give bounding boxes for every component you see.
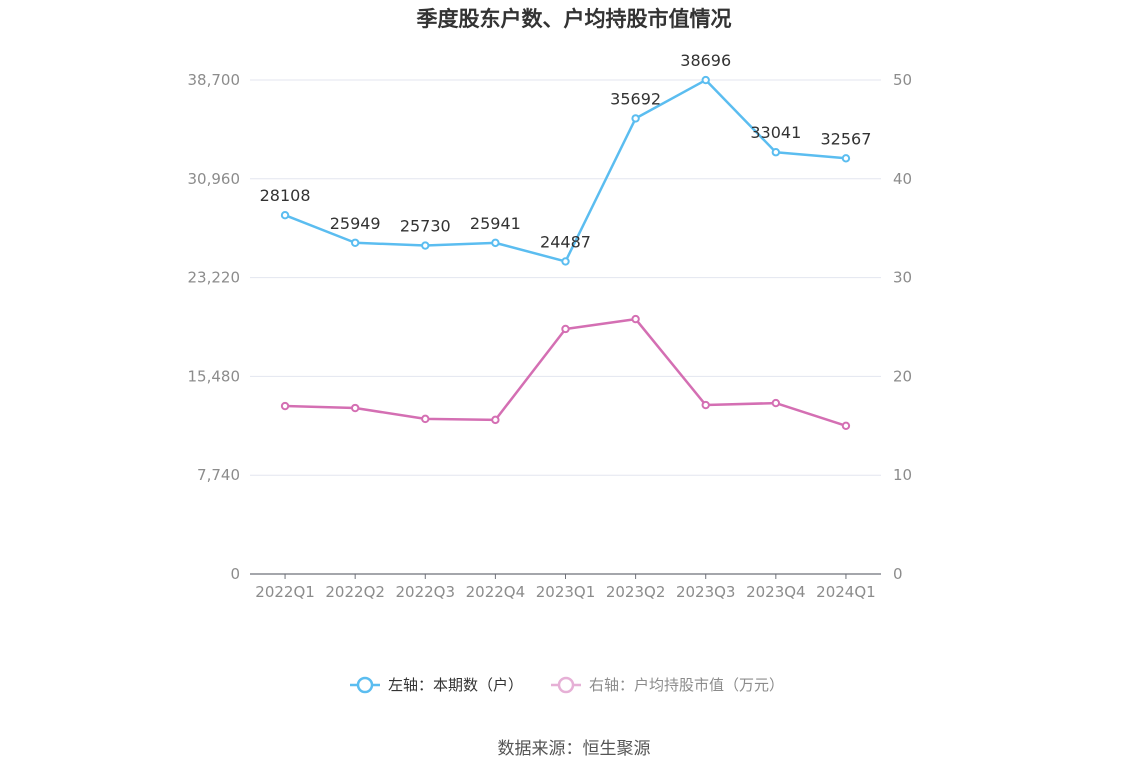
data-point — [421, 414, 430, 424]
data-point — [491, 415, 500, 425]
x-tick-label: 2023Q1 — [536, 583, 596, 601]
data-point — [280, 211, 290, 220]
x-tick-label: 2022Q4 — [466, 583, 526, 601]
data-point — [841, 154, 851, 163]
left-tick-label: 7,740 — [197, 466, 240, 484]
right-tick-label: 30 — [893, 269, 912, 287]
left-tick-label: 38,700 — [188, 71, 241, 89]
x-tick-label: 2024Q1 — [816, 583, 876, 601]
x-tick-label: 2023Q4 — [746, 583, 806, 601]
right-tick-label: 50 — [893, 71, 912, 89]
series-lines — [280, 75, 851, 430]
data-point — [561, 324, 570, 334]
data-label: 25941 — [470, 214, 521, 233]
data-point — [421, 241, 430, 250]
data-label: 25949 — [330, 214, 381, 233]
legend-label: 左轴：本期数（户） — [388, 676, 523, 694]
right-tick-label: 0 — [893, 565, 903, 583]
data-point — [771, 398, 781, 408]
legend-marker — [356, 676, 374, 694]
legend-marker — [557, 676, 575, 694]
legend-label: 右轴：户均持股市值（万元） — [589, 676, 784, 694]
data-label: 35692 — [610, 89, 661, 108]
x-tick-label: 2022Q2 — [325, 583, 385, 601]
data-point — [631, 114, 640, 123]
axes: 0 7,740 15,480 23,220 30,960 38,700 0 10 20 30 40 5… — [188, 71, 913, 601]
data-point — [771, 148, 781, 157]
chart-title: 季度股东户数、户均持股市值情况 — [417, 7, 732, 31]
data-point — [280, 401, 290, 411]
x-tick-label: 2022Q1 — [255, 583, 315, 601]
data-point — [561, 257, 570, 266]
left-tick-label: 15,480 — [188, 367, 241, 385]
right-tick-label: 40 — [893, 170, 912, 188]
left-tick-label: 23,220 — [188, 269, 241, 287]
data-label: 32567 — [820, 129, 871, 148]
legend-item-avg-holding-value: 右轴：户均持股市值（万元） — [551, 676, 784, 694]
data-label: 28108 — [260, 186, 311, 205]
data-point — [701, 75, 710, 85]
x-tick-label: 2022Q3 — [396, 583, 456, 601]
right-tick-label: 20 — [893, 367, 912, 385]
data-point — [631, 314, 640, 324]
data-point — [350, 238, 360, 247]
data-point — [491, 238, 500, 248]
data-label: 38696 — [680, 51, 731, 70]
series-line-2 — [285, 317, 847, 427]
grid-lines — [250, 79, 881, 476]
source-note: 数据来源：恒生聚源 — [498, 739, 651, 759]
legend-item-households: 左轴：本期数（户） — [350, 676, 523, 694]
data-label: 24487 — [540, 232, 591, 251]
data-point — [350, 403, 360, 413]
data-label: 25730 — [400, 217, 451, 236]
right-tick-label: 10 — [893, 466, 912, 484]
legend: 左轴：本期数（户） 右轴：户均持股市值（万元） — [350, 676, 784, 694]
data-labels: 28108 25949 25730 25941 24487 35692 38696 33041… — [260, 51, 872, 251]
left-tick-label: 0 — [230, 565, 240, 583]
data-label: 33041 — [750, 123, 801, 142]
x-tick-label: 2023Q3 — [676, 583, 736, 601]
data-point — [701, 400, 710, 410]
data-point — [841, 421, 851, 430]
x-tick-label: 2023Q2 — [606, 583, 666, 601]
left-tick-label: 30,960 — [188, 170, 241, 188]
